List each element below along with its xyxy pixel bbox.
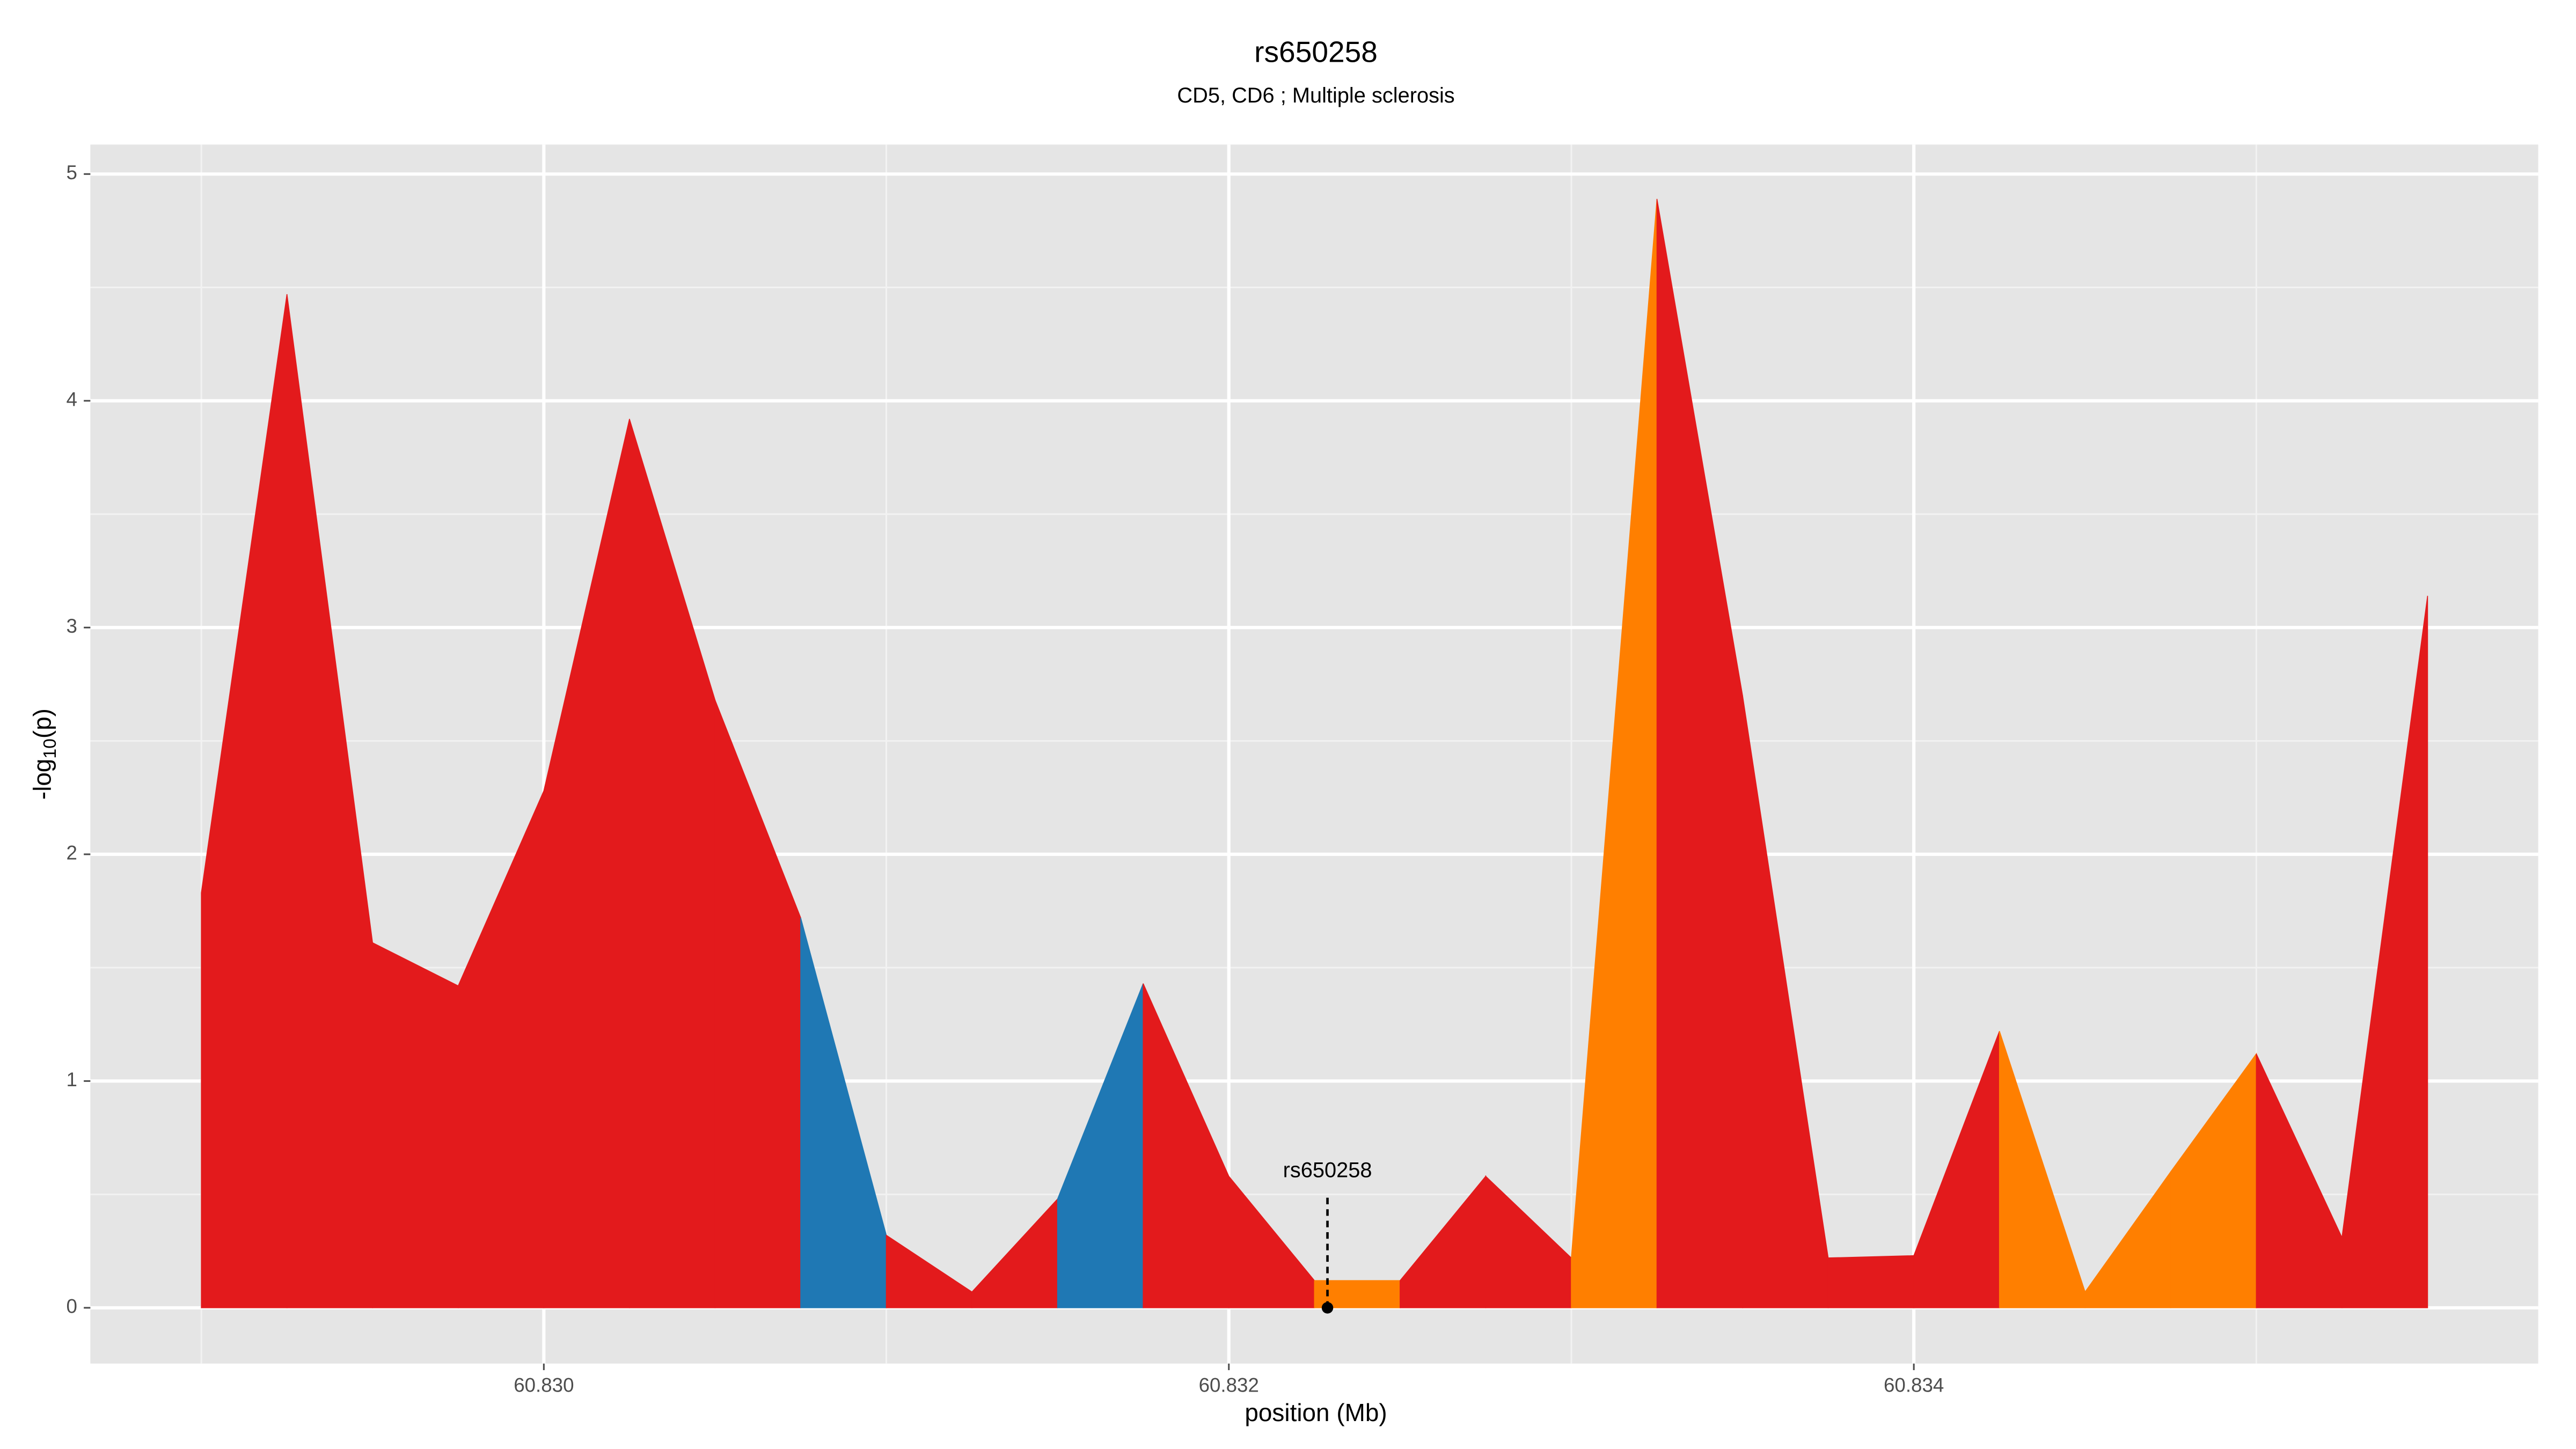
area-segment — [372, 942, 459, 1308]
y-tick-label: 1 — [66, 1069, 77, 1091]
y-tick-label: 2 — [66, 842, 77, 864]
annotation-label: rs650258 — [1283, 1158, 1372, 1182]
grid — [90, 144, 2538, 1364]
y-label-part: (p) — [28, 708, 56, 738]
area-segment — [2341, 596, 2428, 1308]
y-tick-label: 3 — [66, 615, 77, 637]
chart-subtitle: CD5, CD6 ; Multiple sclerosis — [1177, 84, 1454, 107]
area-segment — [1827, 1255, 1914, 1308]
y-axis-label: -log10(p) — [28, 708, 60, 800]
y-tick-label: 5 — [66, 162, 77, 184]
y-label-part: -log — [28, 759, 56, 800]
chart-title: rs650258 — [1254, 35, 1378, 69]
x-axis-label: position (Mb) — [1245, 1399, 1387, 1426]
axes: 60.830 60.832 60.834 0 1 2 3 4 5 — [66, 162, 1944, 1396]
y-tick-label: 4 — [66, 389, 77, 411]
x-tick-label: 60.832 — [1199, 1374, 1259, 1396]
marks: rs650258 — [201, 199, 2428, 1314]
y-tick-label: 0 — [66, 1296, 77, 1318]
x-tick-label: 60.834 — [1884, 1374, 1944, 1396]
x-tick-label: 60.830 — [514, 1374, 574, 1396]
y-label-sub: 10 — [40, 738, 60, 758]
annotation-point — [1321, 1302, 1334, 1314]
